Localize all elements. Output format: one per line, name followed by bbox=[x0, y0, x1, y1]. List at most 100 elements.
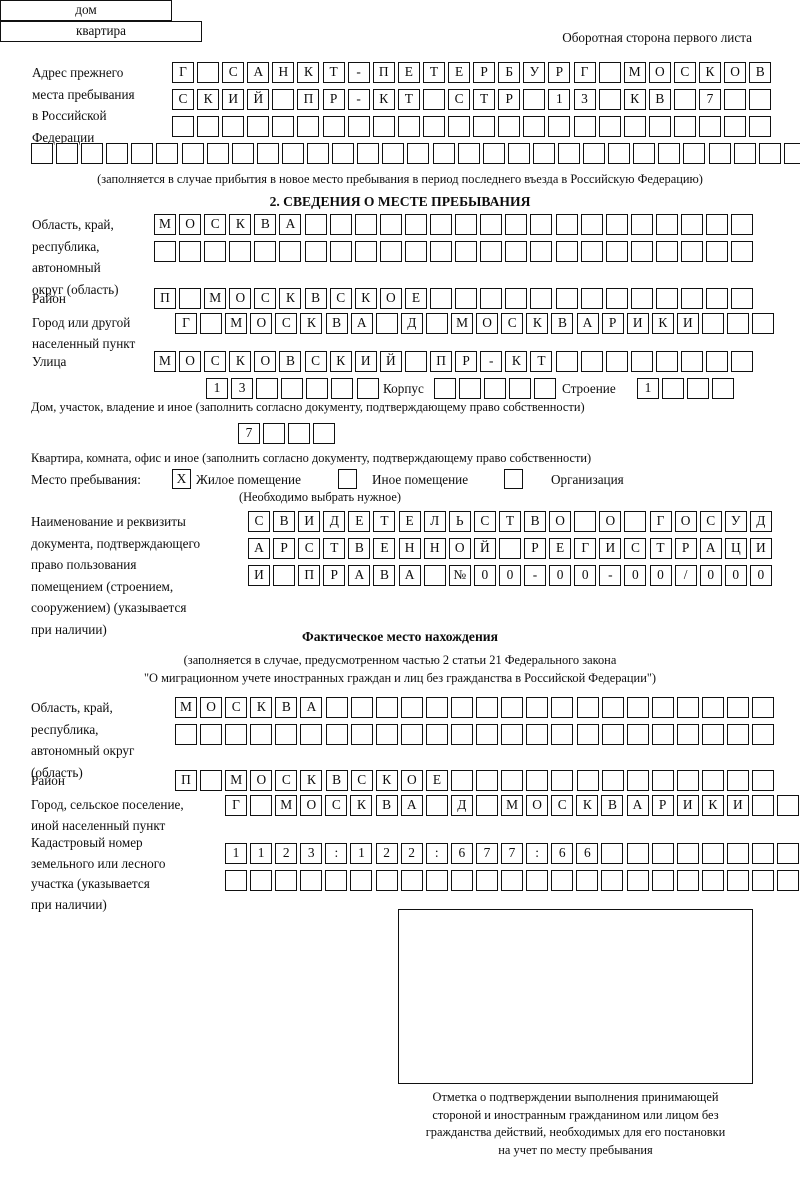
char-cell[interactable] bbox=[605, 351, 628, 372]
char-cell[interactable] bbox=[476, 697, 499, 718]
char-cell[interactable]: С bbox=[699, 511, 722, 532]
char-cell[interactable]: 7 bbox=[501, 843, 524, 864]
char-cell[interactable]: А bbox=[699, 538, 722, 559]
char-cell[interactable] bbox=[676, 843, 699, 864]
char-cell[interactable] bbox=[580, 214, 603, 235]
char-cell[interactable] bbox=[712, 378, 735, 399]
char-cell[interactable]: А bbox=[248, 538, 270, 559]
char-cell[interactable] bbox=[751, 795, 774, 816]
char-cell[interactable] bbox=[256, 378, 279, 399]
char-cell[interactable] bbox=[526, 870, 549, 891]
char-cell[interactable] bbox=[422, 89, 445, 110]
char-cell[interactable]: Т bbox=[422, 62, 445, 83]
char-cell[interactable] bbox=[225, 870, 247, 891]
char-cell[interactable]: Й bbox=[247, 89, 270, 110]
char-cell[interactable] bbox=[580, 351, 603, 372]
char-cell[interactable] bbox=[501, 697, 524, 718]
char-cell[interactable]: С bbox=[172, 89, 194, 110]
char-cell[interactable]: К bbox=[229, 351, 252, 372]
char-cell[interactable]: П bbox=[175, 770, 197, 791]
char-cell[interactable] bbox=[357, 143, 380, 164]
char-cell[interactable] bbox=[279, 241, 302, 262]
char-cell[interactable] bbox=[655, 351, 678, 372]
char-cell[interactable] bbox=[432, 143, 455, 164]
char-cell[interactable] bbox=[523, 116, 546, 137]
char-cell[interactable]: С bbox=[222, 62, 245, 83]
char-cell[interactable]: 3 bbox=[573, 89, 596, 110]
char-cell[interactable] bbox=[347, 116, 370, 137]
char-cell[interactable] bbox=[583, 143, 606, 164]
char-cell[interactable]: С bbox=[304, 351, 327, 372]
char-cell[interactable] bbox=[281, 143, 304, 164]
char-cell[interactable]: - bbox=[347, 89, 370, 110]
char-cell[interactable] bbox=[706, 214, 729, 235]
char-cell[interactable] bbox=[434, 378, 456, 399]
char-cell[interactable] bbox=[706, 288, 729, 309]
char-cell[interactable] bbox=[307, 143, 330, 164]
char-cell[interactable]: О bbox=[476, 313, 499, 334]
char-cell[interactable] bbox=[630, 214, 653, 235]
char-cell[interactable] bbox=[651, 724, 674, 745]
char-cell[interactable]: О bbox=[400, 770, 423, 791]
char-cell[interactable] bbox=[601, 697, 624, 718]
char-cell[interactable] bbox=[501, 870, 524, 891]
char-cell[interactable]: - bbox=[347, 62, 370, 83]
char-cell[interactable] bbox=[404, 351, 427, 372]
char-cell[interactable] bbox=[423, 565, 446, 586]
char-cell[interactable] bbox=[624, 511, 647, 532]
char-cell[interactable] bbox=[356, 378, 379, 399]
char-cell[interactable]: Р bbox=[322, 89, 345, 110]
char-cell[interactable] bbox=[297, 116, 320, 137]
char-cell[interactable] bbox=[375, 313, 398, 334]
char-cell[interactable] bbox=[680, 241, 703, 262]
char-cell[interactable]: 1 bbox=[637, 378, 659, 399]
char-cell[interactable]: 3 bbox=[231, 378, 254, 399]
char-cell[interactable] bbox=[451, 770, 474, 791]
char-cell[interactable] bbox=[225, 724, 248, 745]
char-cell[interactable]: Т bbox=[323, 538, 346, 559]
char-cell[interactable] bbox=[555, 241, 578, 262]
char-cell[interactable] bbox=[680, 351, 703, 372]
char-cell[interactable]: С bbox=[275, 313, 298, 334]
char-cell[interactable] bbox=[758, 143, 781, 164]
char-cell[interactable] bbox=[752, 313, 775, 334]
char-cell[interactable] bbox=[548, 116, 571, 137]
char-cell[interactable] bbox=[724, 89, 747, 110]
char-cell[interactable]: Н bbox=[423, 538, 446, 559]
char-cell[interactable]: Д bbox=[400, 313, 423, 334]
char-cell[interactable] bbox=[626, 724, 649, 745]
char-cell[interactable]: В bbox=[375, 795, 398, 816]
char-cell[interactable] bbox=[733, 143, 756, 164]
char-cell[interactable]: 0 bbox=[749, 565, 772, 586]
char-cell[interactable] bbox=[598, 116, 621, 137]
char-cell[interactable] bbox=[450, 870, 473, 891]
char-cell[interactable]: А bbox=[348, 565, 371, 586]
char-cell[interactable]: Е bbox=[404, 288, 427, 309]
char-cell[interactable] bbox=[181, 143, 204, 164]
char-cell[interactable] bbox=[651, 843, 674, 864]
stay-type-checkbox-2[interactable] bbox=[504, 469, 523, 489]
char-cell[interactable]: 3 bbox=[300, 843, 323, 864]
char-cell[interactable]: Ц bbox=[724, 538, 747, 559]
char-cell[interactable] bbox=[551, 697, 574, 718]
char-cell[interactable]: И bbox=[599, 538, 622, 559]
char-cell[interactable]: П bbox=[430, 351, 453, 372]
char-cell[interactable] bbox=[576, 697, 599, 718]
char-cell[interactable] bbox=[526, 697, 549, 718]
char-cell[interactable]: С bbox=[204, 351, 227, 372]
char-cell[interactable] bbox=[505, 214, 528, 235]
char-cell[interactable] bbox=[425, 313, 448, 334]
char-cell[interactable]: О bbox=[648, 62, 671, 83]
char-cell[interactable] bbox=[534, 378, 557, 399]
char-cell[interactable] bbox=[332, 143, 355, 164]
char-cell[interactable]: 7 bbox=[238, 423, 260, 444]
char-cell[interactable] bbox=[601, 724, 624, 745]
char-cell[interactable]: 0 bbox=[699, 565, 722, 586]
char-cell[interactable] bbox=[250, 724, 273, 745]
char-cell[interactable] bbox=[322, 116, 345, 137]
char-cell[interactable]: А bbox=[350, 313, 373, 334]
char-cell[interactable] bbox=[530, 214, 553, 235]
char-cell[interactable] bbox=[197, 62, 220, 83]
stay-type-checkbox-1[interactable] bbox=[338, 469, 357, 489]
char-cell[interactable]: К bbox=[250, 697, 273, 718]
